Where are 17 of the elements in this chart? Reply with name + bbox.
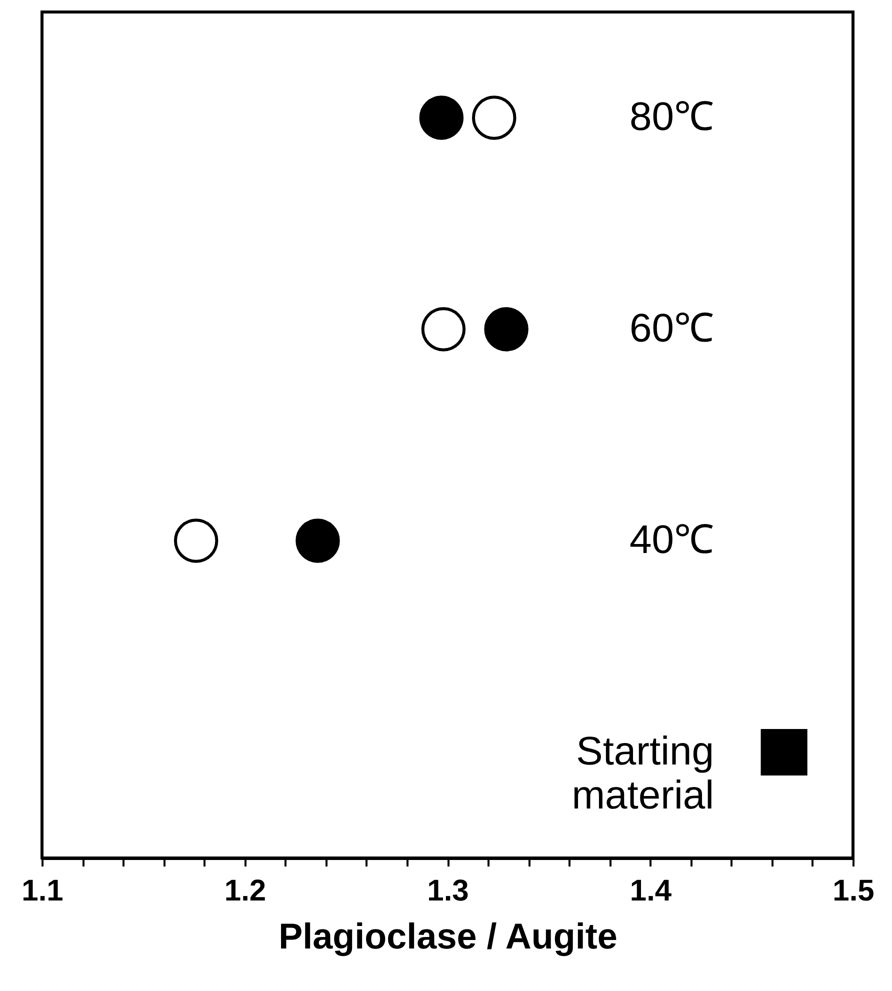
y-tick-label: 80℃ [630,94,714,139]
x-tick-label: 1.4 [630,874,672,908]
y-tick-label: Starting material [572,729,714,818]
y-tick-label: 40℃ [630,518,714,562]
point [419,96,464,140]
y-tick-label: 60℃ [630,306,714,350]
point [174,518,218,563]
point [421,307,466,352]
point [484,307,528,352]
x-tick-label: 1.1 [22,874,64,908]
x-axis-title: Plagioclase / Augite [278,916,618,956]
point [296,518,340,563]
x-tick-label: 1.3 [427,874,469,908]
point [472,96,516,140]
point [760,728,808,776]
x-tick-label: 1.5 [832,874,874,908]
x-tick-label: 1.2 [224,874,266,908]
